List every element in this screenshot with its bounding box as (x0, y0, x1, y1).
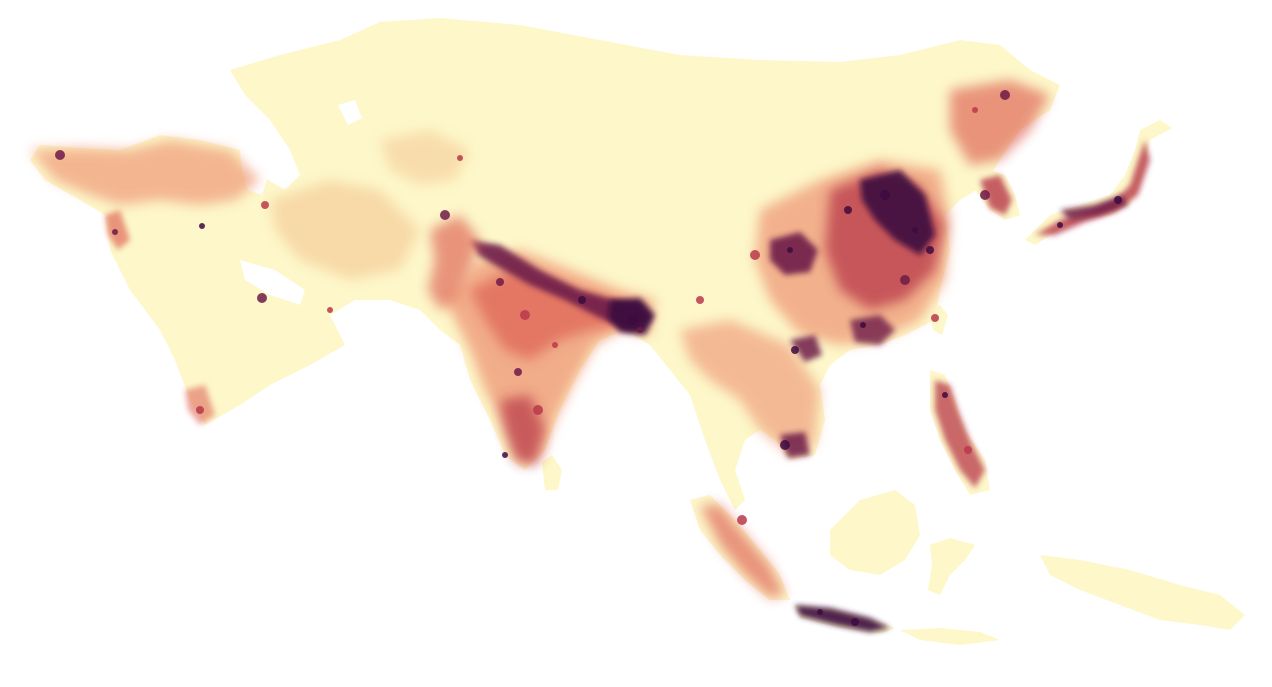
density-hotspot (199, 223, 205, 229)
density-hotspot (196, 406, 204, 414)
density-hotspot (942, 392, 948, 398)
density-india-high (470, 270, 640, 360)
density-hotspot (628, 315, 638, 325)
aral-sea (338, 100, 362, 125)
density-hotspot (457, 155, 463, 161)
landmass-lesser-sunda (900, 628, 1000, 645)
density-hotspot (112, 229, 118, 235)
density-northeast-china (950, 80, 1050, 165)
density-sichuan-very-high (770, 232, 818, 275)
density-hotspot (931, 314, 939, 322)
density-hotspot (257, 293, 267, 303)
density-iran (270, 180, 420, 280)
density-levant-turkey (30, 140, 260, 205)
density-hotspot (780, 440, 790, 450)
density-ganges-very-high (470, 240, 650, 330)
density-north-china-plain-max (860, 170, 935, 255)
density-hotspot (860, 322, 866, 328)
density-hotspot (696, 296, 704, 304)
density-hotspot (972, 107, 978, 113)
density-hotspot (737, 515, 747, 525)
density-philippines (935, 380, 985, 488)
density-hotspot (750, 250, 760, 260)
density-hotspot (552, 342, 558, 348)
density-hotspot (844, 206, 852, 214)
density-hotspot (520, 310, 530, 320)
density-hotspot (787, 247, 793, 253)
density-nile-edge (105, 210, 130, 250)
density-hotspot (851, 618, 859, 626)
density-hotspot (980, 190, 990, 200)
density-yemen (185, 385, 215, 425)
density-hotspot (926, 246, 934, 254)
density-hotspot (578, 296, 586, 304)
density-hotspot (514, 368, 522, 376)
density-hotspot (440, 210, 450, 220)
density-indochina (680, 320, 820, 455)
density-hotspot (1000, 90, 1010, 100)
city-dot-layer (55, 90, 1122, 626)
persian-gulf (240, 260, 305, 305)
density-hotspot (912, 227, 918, 233)
density-layer (30, 80, 1150, 632)
density-japan-core (1060, 195, 1128, 220)
density-hotspot (533, 405, 543, 415)
density-mekong (780, 432, 810, 458)
landmass-sulawesi (928, 538, 975, 595)
landmass-taiwan (930, 305, 948, 335)
density-hotspot (817, 609, 823, 615)
density-hotspot (496, 278, 504, 286)
density-hotspot (327, 307, 333, 313)
landmass-new-guinea (1040, 555, 1245, 630)
density-pearl-river (850, 315, 895, 345)
density-hotspot (964, 446, 972, 454)
landmass-borneo (830, 490, 920, 575)
density-hotspot (1114, 196, 1122, 204)
landmass-japan (1025, 120, 1172, 245)
density-indus (428, 215, 480, 310)
inland-waters (240, 100, 362, 305)
density-hotspot (791, 346, 799, 354)
density-korea (980, 175, 1012, 215)
density-hotspot (637, 327, 643, 333)
landmass-sri-lanka (542, 455, 562, 490)
density-hotspot (1057, 222, 1063, 228)
density-hotspot (502, 452, 508, 458)
density-hotspot (55, 150, 65, 160)
density-hotspot (261, 201, 269, 209)
density-red-river (790, 335, 822, 362)
density-central-asia (380, 130, 470, 185)
density-sumatra (700, 505, 785, 598)
density-hotspot (900, 275, 910, 285)
density-hotspot (880, 190, 890, 200)
